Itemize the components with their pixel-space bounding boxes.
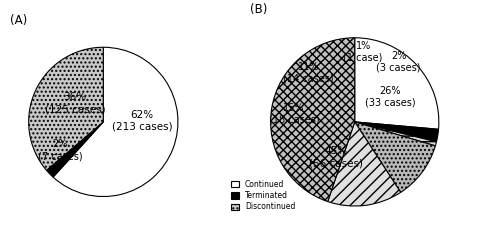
Text: 62%
(213 cases): 62% (213 cases): [112, 110, 172, 131]
Wedge shape: [328, 122, 400, 206]
Text: 36%
(125 cases): 36% (125 cases): [44, 92, 105, 114]
Wedge shape: [28, 47, 104, 170]
Text: 1%
(1 case): 1% (1 case): [344, 41, 383, 63]
Text: 45%
(56 cases): 45% (56 cases): [309, 147, 363, 168]
Wedge shape: [354, 122, 436, 146]
Text: (A): (A): [10, 14, 27, 27]
Text: 15%
(18 cases): 15% (18 cases): [269, 103, 320, 124]
Wedge shape: [354, 38, 439, 129]
Text: 11%
(14 cases): 11% (14 cases): [283, 62, 334, 84]
Wedge shape: [53, 47, 178, 196]
Text: 26%
(33 cases): 26% (33 cases): [364, 86, 416, 108]
Text: 2%
(7 cases): 2% (7 cases): [38, 139, 82, 161]
Wedge shape: [354, 122, 436, 192]
Wedge shape: [270, 38, 354, 201]
Wedge shape: [46, 122, 104, 177]
Wedge shape: [354, 122, 438, 142]
Text: 2%
(3 cases): 2% (3 cases): [376, 50, 420, 72]
Text: (B): (B): [250, 3, 267, 16]
Legend: Continued, Terminated, Discontinued: Continued, Terminated, Discontinued: [232, 180, 296, 211]
